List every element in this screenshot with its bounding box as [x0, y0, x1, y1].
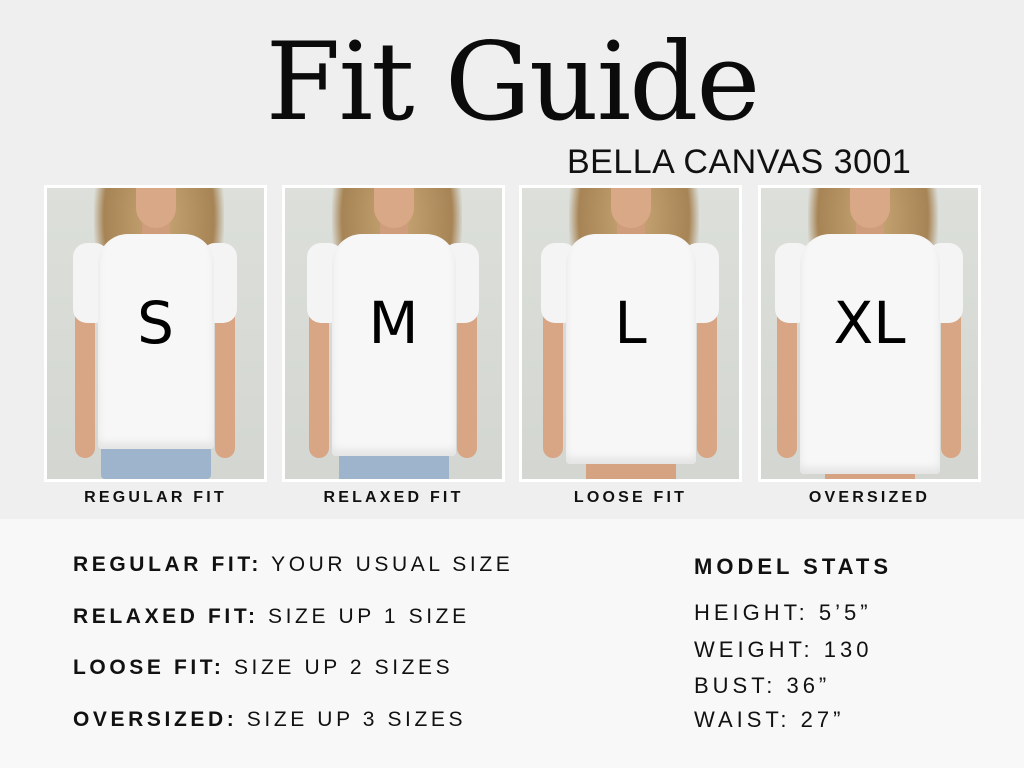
model-photo: S	[47, 188, 264, 479]
model-stat-bust: BUST: 36”	[694, 673, 831, 698]
model-photo: M	[285, 188, 502, 479]
fit-row-loose: LOOSE FIT: SIZE UP 2 SIZES	[73, 656, 454, 679]
fit-caption: RELAXED FIT	[323, 489, 464, 506]
fit-photo-oversized: XL	[758, 185, 981, 482]
fit-caption: LOOSE FIT	[573, 489, 688, 506]
model-stat-height: HEIGHT: 5’5”	[694, 600, 872, 625]
model-face	[849, 188, 890, 228]
white-tshirt	[799, 234, 940, 474]
model-photo: XL	[761, 188, 978, 479]
white-tshirt	[565, 234, 696, 464]
fit-row-oversized: OVERSIZED: SIZE UP 3 SIZES	[73, 708, 467, 731]
fit-caption: REGULAR FIT	[84, 489, 227, 506]
model-face	[135, 188, 176, 228]
model-face	[610, 188, 651, 228]
product-subtitle: BELLA CANVAS 3001	[567, 143, 912, 181]
fit-photo-regular-fit: S	[44, 185, 267, 482]
model-stats-title: MODEL STATS	[694, 554, 892, 579]
fit-caption: OVERSIZED	[808, 489, 931, 506]
page-title: Fit Guide	[265, 20, 761, 145]
size-label: S	[137, 289, 174, 357]
model-face	[373, 188, 414, 228]
size-label: M	[368, 289, 419, 357]
fit-photo-relaxed-fit: M	[282, 185, 505, 482]
fit-photo-loose-fit: L	[519, 185, 742, 482]
model-stat-waist: WAIST: 27”	[694, 707, 845, 732]
fit-row-relaxed: RELAXED FIT: SIZE UP 1 SIZE	[73, 605, 470, 628]
size-label: L	[614, 289, 647, 357]
size-label: XL	[833, 289, 906, 357]
fit-row-regular: REGULAR FIT: YOUR USUAL SIZE	[73, 553, 514, 576]
model-photo: L	[522, 188, 739, 479]
white-tshirt	[331, 234, 456, 456]
white-tshirt	[97, 234, 214, 449]
model-stat-weight: WEIGHT: 130	[694, 637, 873, 662]
fit-info-section	[0, 519, 1024, 768]
